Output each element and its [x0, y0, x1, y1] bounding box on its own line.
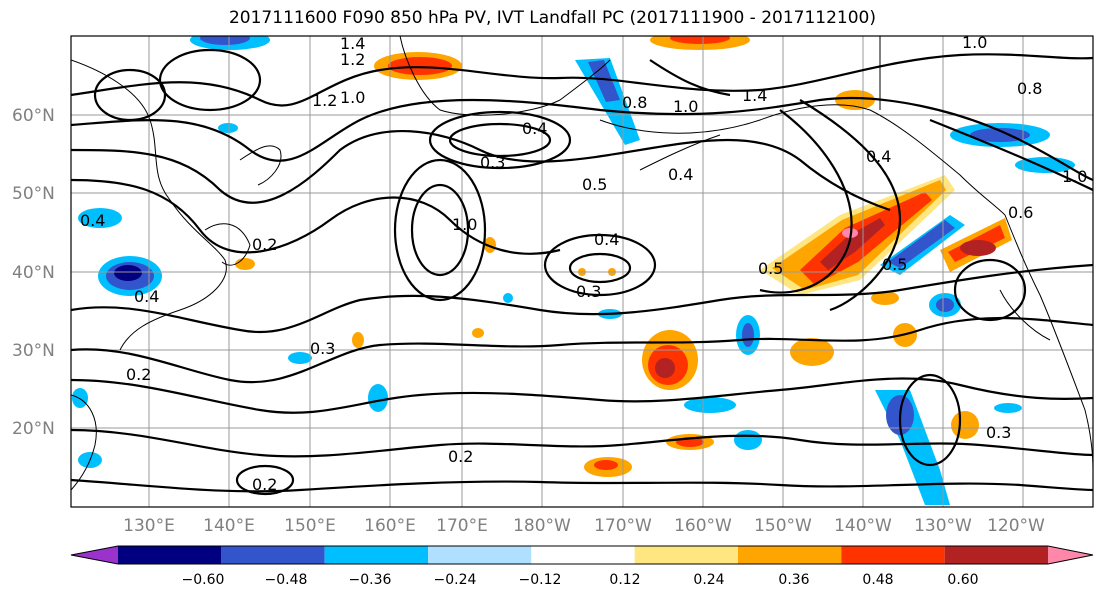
map-title: 2017111600 F090 850 hPa PV, IVT Landfall…	[228, 8, 876, 28]
contour-label: 1.0	[673, 97, 698, 116]
colorbar-tick-label: 0.24	[693, 572, 724, 588]
lon-label: 170°E	[436, 516, 488, 536]
longitude-labels: 130°E 140°E 150°E 160°E 170°E 180°W 170°…	[123, 516, 1045, 536]
colorbar-cell	[1048, 546, 1093, 564]
contour-label: 0.4	[866, 147, 891, 166]
lon-label: 160°E	[364, 516, 416, 536]
lon-label: 140°E	[203, 516, 255, 536]
colorbar-tick-label: 0.12	[609, 572, 640, 588]
contour-label: 1.0	[340, 88, 365, 107]
contour-label: 0.2	[126, 365, 151, 384]
colorbar-tick-label: −0.48	[265, 572, 308, 588]
contour-label: 0.3	[480, 153, 505, 172]
contour-label: 1.0	[452, 215, 477, 234]
colorbar-tick-label: −0.36	[349, 572, 392, 588]
lat-label: 60°N	[12, 106, 55, 126]
contour-label: 0.4	[522, 119, 547, 138]
contour-label: 0.5	[758, 259, 783, 278]
lon-label: 130°W	[914, 516, 972, 536]
contour-label: 0.8	[622, 93, 647, 112]
colorbar-tick-label: 0.60	[947, 572, 978, 588]
colorbar-cell	[944, 546, 1048, 564]
colorbar-cell	[221, 546, 325, 564]
contour-label: 0.5	[882, 255, 907, 274]
lon-label: 130°E	[123, 516, 175, 536]
lon-label: 150°E	[284, 516, 336, 536]
latitude-labels: 60°N 50°N 40°N 30°N 20°N	[12, 106, 55, 439]
colorbar-cell	[71, 546, 118, 564]
lon-label: 140°W	[834, 516, 892, 536]
contour-label: 0.2	[252, 235, 277, 254]
contour-label-layer: 1.4 1.2 1.0 0.8 1.2 1.0 0.4 0.3 0.8 1.0 …	[80, 33, 1087, 494]
lon-label: 120°W	[987, 516, 1045, 536]
contour-label: 1.2	[312, 91, 337, 110]
contour-label: 1.2	[340, 50, 365, 69]
colorbar-ticks: −0.60 −0.48 −0.36 −0.24 −0.12 0.12 0.24 …	[182, 572, 979, 588]
lon-label: 180°W	[513, 516, 571, 536]
contour-lines	[71, 48, 1093, 496]
colorbar-tick-label: −0.24	[434, 572, 477, 588]
lat-label: 40°N	[12, 263, 55, 283]
colorbar-cell	[118, 546, 222, 564]
map-frame	[70, 35, 1094, 508]
colorbar-cell	[531, 546, 635, 564]
contour-label: 0.3	[986, 423, 1011, 442]
contour-label: 0.5	[582, 175, 607, 194]
contour-label: 1.0	[1062, 167, 1087, 186]
colorbar-tick-label: 0.48	[862, 572, 893, 588]
colorbar-cells	[70, 545, 1094, 565]
colorbar: −0.60 −0.48 −0.36 −0.24 −0.12 0.12 0.24 …	[70, 545, 1094, 588]
colorbar-tick-label: 0.36	[778, 572, 809, 588]
lat-label: 20°N	[12, 419, 55, 439]
lon-label: 170°W	[594, 516, 652, 536]
lon-label: 150°W	[754, 516, 812, 536]
grid-lines	[71, 36, 1093, 507]
lon-label: 160°W	[674, 516, 732, 536]
colorbar-cell	[428, 546, 532, 564]
contour-label: 0.3	[576, 282, 601, 301]
colorbar-cell	[324, 546, 428, 564]
contour-label: 1.4	[742, 86, 767, 105]
lat-label: 50°N	[12, 184, 55, 204]
contour-label: 0.8	[1017, 79, 1042, 98]
colorbar-cell	[634, 546, 738, 564]
colorbar-cell	[841, 546, 945, 564]
colorbar-tick-label: −0.60	[182, 572, 225, 588]
contour-label: 0.2	[448, 447, 473, 466]
contour-label: 0.6	[1008, 203, 1033, 222]
contour-label: 0.4	[594, 230, 619, 249]
contour-label: 0.4	[668, 165, 693, 184]
contour-label: 0.4	[80, 211, 105, 230]
contour-label: 1.4	[340, 34, 365, 53]
colorbar-outline	[70, 545, 1094, 565]
contour-label: 0.3	[310, 339, 335, 358]
colorbar-tick-label: −0.12	[519, 572, 562, 588]
contour-label: 1.0	[962, 33, 987, 52]
coastlines	[71, 36, 1093, 491]
contour-label: 0.4	[134, 287, 159, 306]
colorbar-cell	[738, 546, 842, 564]
contour-label: 0.2	[252, 475, 277, 494]
lat-label: 30°N	[12, 341, 55, 361]
